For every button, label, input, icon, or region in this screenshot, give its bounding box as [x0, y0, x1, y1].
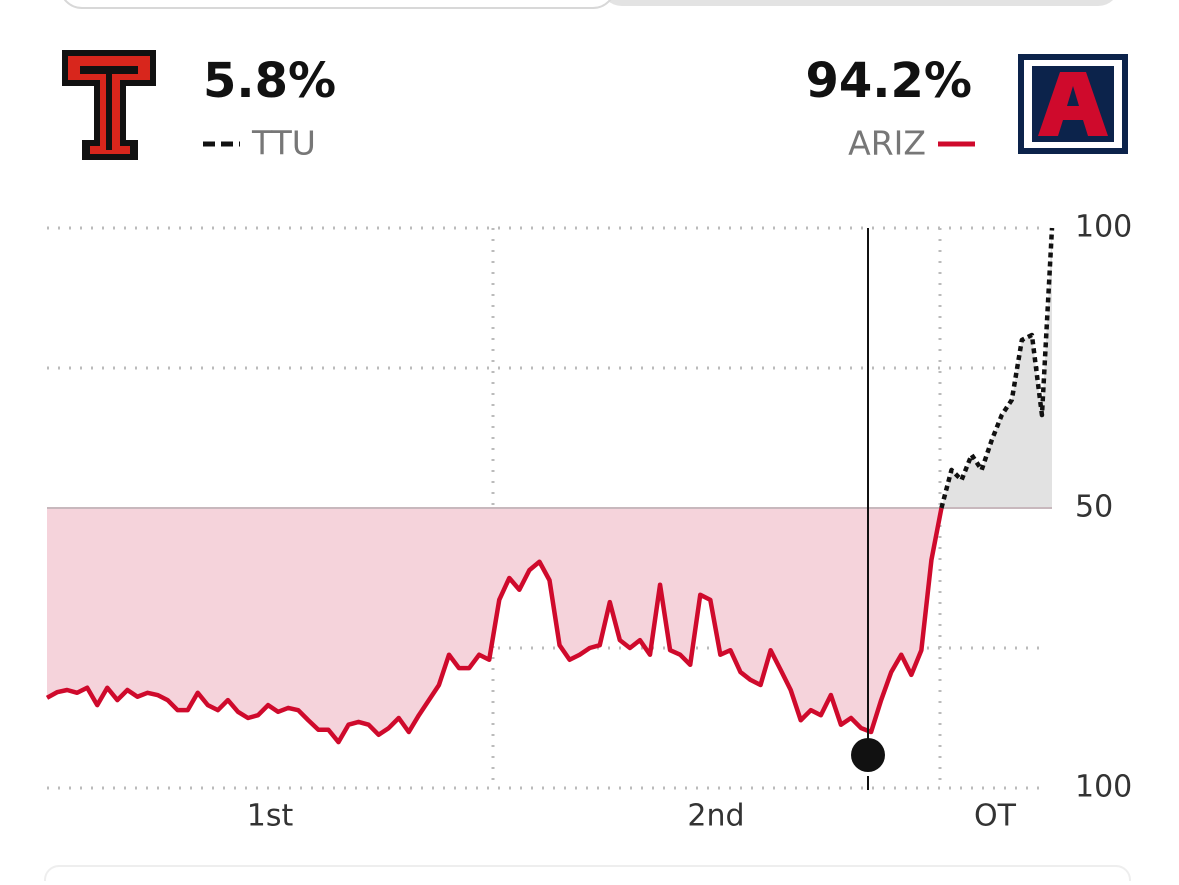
tab[interactable] [600, 0, 1120, 6]
series-line [45, 507, 944, 745]
series-line [939, 227, 1055, 509]
y-tick-label: 100 [1075, 770, 1132, 805]
period-label: 2nd [687, 799, 744, 834]
period-label: OT [974, 799, 1017, 834]
legend-label: TTU [251, 124, 316, 163]
ariz-logo [1018, 54, 1128, 154]
period-label: 1st [247, 799, 294, 834]
ttu-logo [62, 50, 156, 160]
ttu-percent: 5.8% [203, 53, 336, 109]
ariz-percent: 94.2% [805, 53, 972, 109]
y-tick-label: 50 [1075, 490, 1113, 525]
legend-label: ARIZ [848, 124, 926, 163]
plot: 100 50 100 1st 2nd OT [45, 210, 1132, 834]
cursor-dot [851, 738, 885, 772]
tab-active[interactable] [60, 0, 615, 9]
area-fill [941, 228, 1052, 508]
y-tick-label: 100 [1075, 210, 1132, 245]
next-card[interactable] [44, 865, 1131, 885]
